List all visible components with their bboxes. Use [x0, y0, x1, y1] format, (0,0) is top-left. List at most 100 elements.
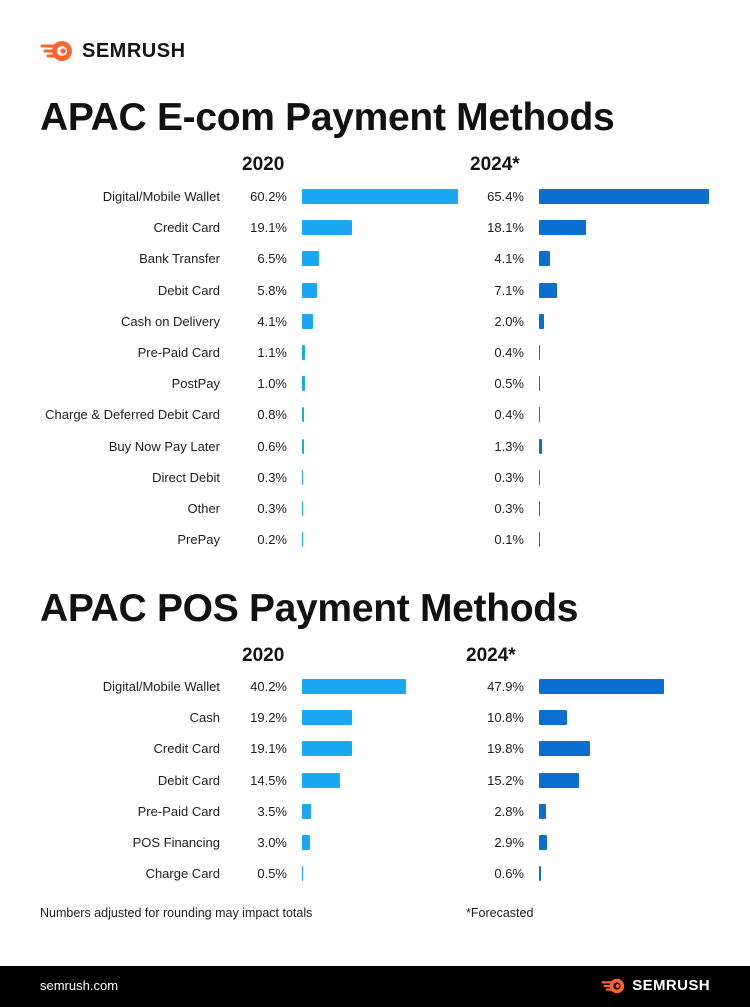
pos-row: Debit Card 14.5% 15.2% [0, 771, 750, 791]
bar-2020 [302, 835, 310, 850]
category-label: Direct Debit [152, 469, 220, 485]
bar-2020 [302, 376, 305, 392]
semrush-flame-icon [601, 978, 625, 993]
value-label-2024: 0.3% [494, 469, 524, 485]
value-label-2020: 0.2% [257, 532, 287, 548]
bar-2024 [539, 772, 579, 788]
bar-2020 [302, 469, 304, 485]
ecom-row: Bank Transfer 6.5% 4.1% [0, 249, 750, 269]
ecom-row: Other 0.3% 0.3% [0, 499, 750, 519]
rounding-footnote: Numbers adjusted for rounding may impact… [40, 906, 313, 920]
bar-2024 [539, 345, 541, 360]
pos-header-2024: 2024* [466, 645, 516, 666]
category-label: PrePay [177, 532, 220, 548]
value-label-2020: 40.2% [250, 679, 287, 694]
value-label-2024: 0.4% [494, 407, 524, 423]
category-label: Pre-Paid Card [137, 803, 220, 819]
bar-2024 [539, 803, 547, 819]
value-label-2020: 60.2% [250, 189, 287, 204]
value-label-2020: 3.0% [257, 835, 287, 850]
category-label: Charge & Deferred Debit Card [45, 407, 220, 423]
bar-2024 [539, 501, 541, 516]
category-label: Digital/Mobile Wallet [102, 679, 220, 694]
bar-2020 [302, 866, 304, 882]
bar-2020 [302, 313, 313, 329]
category-label: Digital/Mobile Wallet [102, 189, 220, 204]
bar-2020 [302, 772, 340, 788]
category-label: Charge Card [145, 866, 220, 882]
bar-2024 [539, 741, 591, 757]
ecom-header-2020: 2020 [242, 154, 285, 175]
category-label: Credit Card [153, 220, 220, 236]
category-label: Credit Card [153, 741, 220, 757]
bar-2020 [302, 741, 352, 757]
value-label-2024: 7.1% [494, 282, 524, 298]
footer-bar: semrush.com SEMRUSH [0, 966, 750, 1007]
bar-2020 [302, 803, 312, 819]
value-label-2024: 2.0% [494, 313, 524, 329]
bar-2024 [539, 251, 550, 267]
value-label-2020: 14.5% [250, 772, 287, 788]
value-label-2020: 19.1% [250, 220, 287, 236]
category-label: Buy Now Pay Later [108, 438, 220, 454]
bar-2024 [539, 469, 541, 485]
footer-logo-wordmark: SEMRUSH [632, 977, 710, 994]
ecom-row: Charge & Deferred Debit Card 0.8% 0.4% [0, 405, 750, 425]
bar-2024 [539, 532, 541, 548]
value-label-2024: 47.9% [487, 679, 524, 694]
value-label-2024: 0.6% [494, 866, 524, 882]
value-label-2020: 5.8% [257, 282, 287, 298]
value-label-2020: 6.5% [257, 251, 287, 267]
value-label-2020: 0.3% [257, 501, 287, 516]
pos-row: Pre-Paid Card 3.5% 2.8% [0, 802, 750, 822]
bar-2024 [539, 835, 547, 850]
value-label-2024: 0.4% [494, 345, 524, 360]
value-label-2024: 1.3% [494, 438, 524, 454]
ecom-row: Cash on Delivery 4.1% 2.0% [0, 312, 750, 332]
category-label: Pre-Paid Card [137, 345, 220, 360]
ecom-header-2024: 2024* [470, 154, 520, 175]
bar-2024 [539, 710, 568, 726]
ecom-row: Digital/Mobile Wallet 60.2% 65.4% [0, 187, 750, 207]
value-label-2024: 10.8% [487, 710, 524, 726]
value-label-2020: 3.5% [257, 803, 287, 819]
value-label-2020: 0.8% [257, 407, 287, 423]
bar-2020 [302, 438, 304, 454]
value-label-2024: 2.8% [494, 803, 524, 819]
pos-row: Cash 19.2% 10.8% [0, 708, 750, 728]
footer-logo[interactable]: SEMRUSH [601, 977, 710, 994]
bar-2020 [302, 710, 352, 726]
bar-2024 [539, 376, 541, 392]
bar-2020 [302, 282, 318, 298]
category-label: PostPay [171, 376, 220, 392]
value-label-2024: 65.4% [487, 189, 524, 204]
ecom-row: Debit Card 5.8% 7.1% [0, 281, 750, 301]
category-label: Cash on Delivery [121, 313, 220, 329]
value-label-2020: 0.6% [257, 438, 287, 454]
category-label: Cash [189, 710, 220, 726]
ecom-row: Pre-Paid Card 1.1% 0.4% [0, 343, 750, 363]
semrush-flame-icon [40, 41, 72, 61]
value-label-2020: 4.1% [257, 313, 287, 329]
bar-2020 [302, 345, 305, 360]
semrush-logo[interactable]: SEMRUSH [40, 40, 186, 62]
value-label-2020: 19.2% [250, 710, 287, 726]
bar-2020 [302, 501, 304, 516]
ecom-row: PrePay 0.2% 0.1% [0, 530, 750, 550]
value-label-2024: 0.1% [494, 532, 524, 548]
bar-2020 [302, 532, 304, 548]
category-label: Debit Card [157, 772, 220, 788]
bar-2024 [539, 313, 545, 329]
bar-2020 [302, 220, 352, 236]
footer-url-link[interactable]: semrush.com [40, 978, 119, 993]
ecom-row: Credit Card 19.1% 18.1% [0, 218, 750, 238]
value-label-2020: 0.5% [257, 866, 287, 882]
ecom-row: Direct Debit 0.3% 0.3% [0, 468, 750, 488]
ecom-row: PostPay 1.0% 0.5% [0, 374, 750, 394]
bar-2020 [302, 407, 305, 423]
value-label-2020: 0.3% [257, 469, 287, 485]
pos-header-2020: 2020 [242, 645, 285, 666]
bar-2020 [302, 679, 407, 694]
value-label-2020: 1.0% [257, 376, 287, 392]
bar-2024 [539, 407, 541, 423]
